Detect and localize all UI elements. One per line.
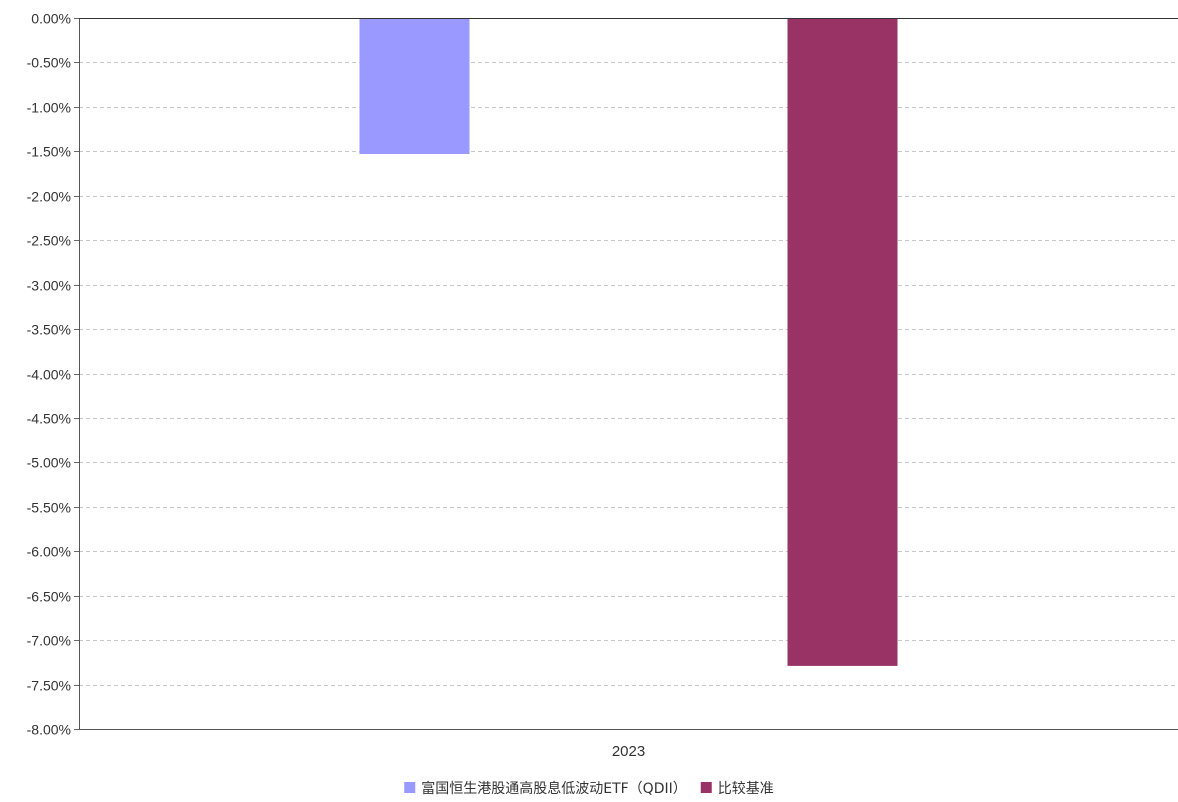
y-tick-label: -2.00% [27,189,71,205]
bars [359,18,898,666]
y-tick-label: -2.50% [27,233,71,249]
axes [74,18,1178,730]
y-tick-label: -8.00% [27,722,71,738]
y-tick-label: -4.50% [27,411,71,427]
legend: 富国恒生港股通高股息低波动ETF（QDII） 比较基准 [404,780,774,797]
bar-fund-2023 [359,18,470,154]
gridlines [79,18,1178,730]
y-tick-label: -6.50% [27,589,71,605]
legend-label: 富国恒生港股通高股息低波动ETF（QDII） [421,780,687,797]
legend-swatch [700,782,712,793]
y-tick-label: -0.50% [27,55,71,71]
x-axis-tick-labels: 2023 [612,743,645,760]
y-tick-label: -7.50% [27,678,71,694]
y-tick-label: -3.00% [27,278,71,294]
y-axis-tick-labels: 0.00% -0.50% -1.00% -1.50% -2.00% -2.50% -3.00… [27,11,71,738]
y-tick-label: -7.00% [27,633,71,649]
y-tick-label: -1.50% [27,144,71,160]
legend-swatch [404,782,416,793]
y-tick-label: -4.00% [27,367,71,383]
bar-benchmark-2023 [787,18,898,666]
y-tick-label: -6.00% [27,544,71,560]
y-tick-label: -1.00% [27,100,71,116]
y-tick-label: -3.50% [27,322,71,338]
y-tick-label: -5.50% [27,500,71,516]
y-tick-label: 0.00% [31,11,71,27]
legend-label: 比较基准 [718,780,774,797]
y-tick-label: -5.00% [27,455,71,471]
x-tick-label: 2023 [612,743,645,760]
